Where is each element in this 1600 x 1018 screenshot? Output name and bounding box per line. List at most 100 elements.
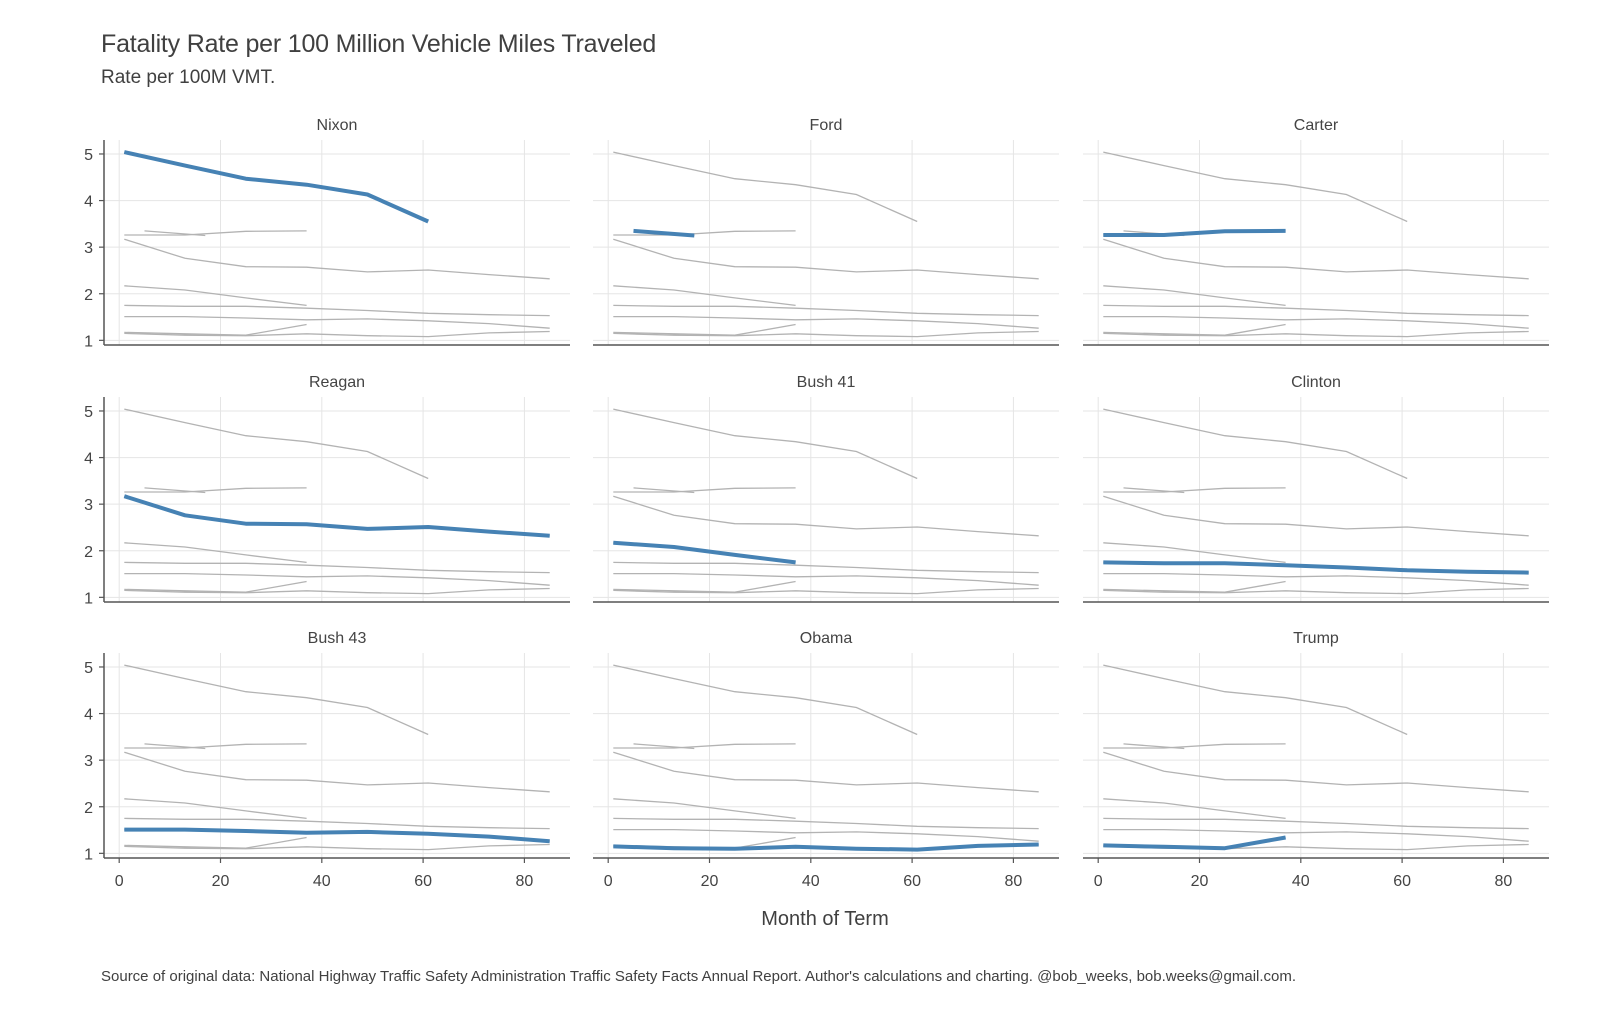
series-line-bg-nixon — [613, 151, 918, 223]
series-line-bg-bush-41 — [613, 285, 796, 307]
series-line-bg-obama — [613, 330, 1039, 338]
series-line-bg-clinton — [124, 561, 550, 574]
series-line-carter — [1103, 228, 1286, 237]
series-line-bg-carter — [1103, 743, 1286, 749]
series-line-obama — [613, 842, 1039, 852]
x-tick-label: 60 — [903, 873, 921, 890]
series-line-bg-bush-43 — [124, 315, 550, 329]
series-line-bg-nixon — [1103, 151, 1408, 223]
series-line-bg-clinton — [124, 304, 550, 317]
x-tick-label: 20 — [701, 873, 719, 890]
series-line-bg-bush-41 — [124, 542, 307, 564]
series-line-bg-carter — [613, 487, 796, 493]
series-line-bg-bush-41 — [124, 798, 307, 820]
facet-title-clinton: Clinton — [1291, 374, 1341, 391]
x-tick-label: 0 — [1094, 873, 1103, 890]
series-line-bg-nixon — [613, 664, 918, 736]
facet-nixon: Nixon 1 2 3 4 5 — [84, 117, 570, 350]
series-line-bg-carter — [1103, 487, 1286, 493]
source-caption: Source of original data: National Highwa… — [101, 968, 1297, 985]
y-tick-label: 2 — [84, 800, 93, 817]
chart-subtitle: Rate per 100M VMT. — [101, 67, 276, 88]
facet-title-bush-41: Bush 41 — [797, 374, 856, 391]
series-line-bg-bush-41 — [1103, 285, 1286, 307]
series-line-clinton — [1103, 560, 1529, 575]
x-tick-label: 20 — [1191, 873, 1209, 890]
x-tick-label: 80 — [1005, 873, 1023, 890]
series-line-bg-obama — [1103, 587, 1529, 595]
series-line-bg-nixon — [613, 408, 918, 480]
y-tick-label: 1 — [84, 846, 93, 863]
series-line-bg-trump — [124, 836, 307, 849]
facet-trump: Trump 0 20 40 60 80 — [1083, 630, 1549, 890]
series-line-bg-trump — [1103, 323, 1286, 336]
series-line-bg-reagan — [1103, 751, 1529, 793]
facet-carter: Carter — [1083, 117, 1549, 346]
facet-title-trump: Trump — [1293, 630, 1339, 647]
series-line-bg-bush-43 — [613, 572, 1039, 586]
series-line-bg-bush-41 — [1103, 798, 1286, 820]
x-tick-label: 80 — [516, 873, 534, 890]
facet-title-obama: Obama — [800, 630, 853, 647]
y-tick-label: 2 — [84, 544, 93, 561]
x-axis-title: Month of Term — [761, 908, 888, 930]
series-line-bg-carter — [613, 230, 796, 236]
x-tick-label: 60 — [414, 873, 432, 890]
series-line-bg-clinton — [124, 817, 550, 830]
series-line-bg-clinton — [613, 817, 1039, 830]
series-line-bg-reagan — [124, 238, 550, 280]
x-tick-label: 0 — [604, 873, 613, 890]
y-tick-label: 1 — [84, 333, 93, 350]
series-line-bush-43 — [124, 827, 550, 844]
x-tick-label: 40 — [1292, 873, 1310, 890]
series-line-bg-obama — [124, 843, 550, 851]
series-line-bg-reagan — [613, 495, 1039, 537]
facet-title-carter: Carter — [1294, 117, 1339, 134]
facet-clinton: Clinton — [1083, 374, 1549, 603]
series-line-bg-carter — [613, 743, 796, 749]
series-line-bg-carter — [124, 743, 307, 749]
series-line-bg-bush-43 — [1103, 572, 1529, 586]
series-line-bg-obama — [124, 587, 550, 595]
series-line-bg-obama — [613, 587, 1039, 595]
series-line-bg-bush-43 — [613, 828, 1039, 842]
y-tick-label: 5 — [84, 660, 93, 677]
series-line-bg-clinton — [613, 304, 1039, 317]
facet-title-reagan: Reagan — [309, 374, 365, 391]
series-line-bg-bush-41 — [124, 285, 307, 307]
series-line-nixon — [123, 150, 430, 224]
y-tick-label: 4 — [84, 194, 93, 211]
y-tick-label: 4 — [84, 707, 93, 724]
series-line-bg-reagan — [613, 751, 1039, 793]
series-line-bg-reagan — [124, 751, 550, 793]
series-line-bg-trump — [613, 323, 796, 336]
y-tick-label: 2 — [84, 287, 93, 304]
series-line-bg-obama — [124, 330, 550, 338]
series-line-bg-trump — [1103, 580, 1286, 593]
series-line-bg-bush-41 — [613, 798, 796, 820]
series-line-bg-bush-43 — [1103, 828, 1529, 842]
y-tick-label: 3 — [84, 753, 93, 770]
y-tick-label: 3 — [84, 240, 93, 257]
series-line-bg-clinton — [613, 561, 1039, 574]
x-tick-label: 80 — [1495, 873, 1513, 890]
facet-bush-41: Bush 41 — [593, 374, 1059, 603]
series-line-bg-nixon — [124, 664, 429, 736]
y-tick-label: 3 — [84, 497, 93, 514]
series-line-bg-reagan — [1103, 238, 1529, 280]
series-line-bg-trump — [613, 580, 796, 593]
facet-bush-43: Bush 43 1 2 3 4 5 0 20 40 60 80 — [84, 630, 570, 890]
facet-reagan: Reagan 1 2 3 4 5 — [84, 374, 570, 607]
x-tick-label: 20 — [212, 873, 230, 890]
x-tick-label: 60 — [1393, 873, 1411, 890]
series-line-bg-nixon — [124, 408, 429, 480]
facet-obama: Obama 0 20 40 60 80 — [593, 630, 1059, 890]
series-line-bg-bush-43 — [1103, 315, 1529, 329]
x-tick-label: 40 — [802, 873, 820, 890]
series-line-bg-reagan — [1103, 495, 1529, 537]
x-tick-label: 40 — [313, 873, 331, 890]
series-line-bg-bush-43 — [124, 572, 550, 586]
series-line-bg-trump — [124, 580, 307, 593]
series-line-bg-clinton — [1103, 817, 1529, 830]
